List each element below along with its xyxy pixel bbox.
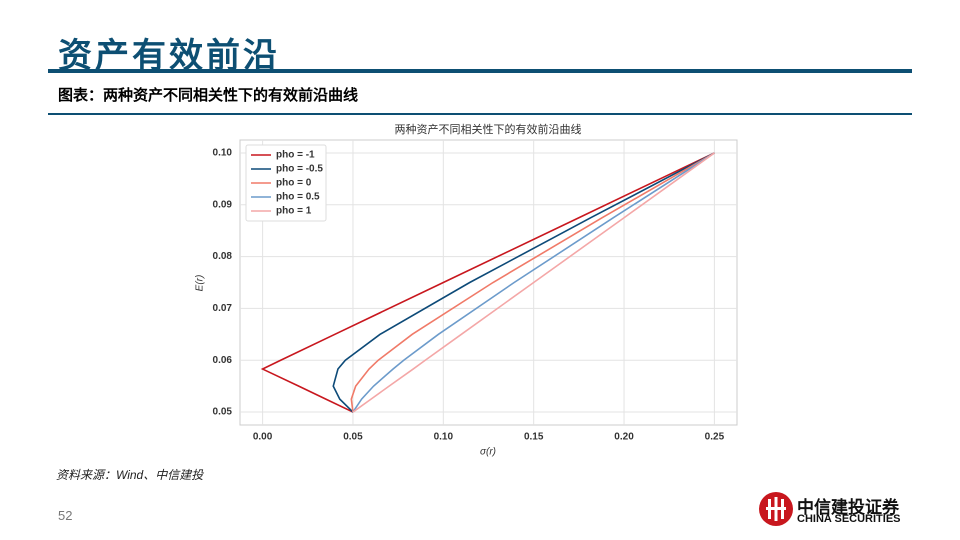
title-rule [48, 69, 912, 73]
page-number: 52 [58, 508, 73, 523]
legend-label: pho = 1 [276, 206, 312, 217]
logo-text-en: CHINA SECURITIES [797, 513, 901, 525]
y-tick-label: 0.07 [213, 303, 233, 314]
source-note: 资料来源：Wind、中信建投 [56, 468, 204, 482]
legend-label: pho = -0.5 [276, 164, 323, 175]
legend-label: pho = 0.5 [276, 192, 320, 203]
frontier-line [350, 152, 715, 413]
caption-rule [48, 113, 912, 115]
slide-title: 资产有效前沿 [58, 37, 280, 75]
frontier-line [260, 152, 715, 413]
frontier-line [352, 152, 715, 413]
x-tick-label: 0.20 [614, 432, 634, 443]
legend-label: pho = -1 [276, 150, 315, 161]
chart-title: 两种资产不同相关性下的有效前沿曲线 [395, 122, 582, 136]
y-tick-label: 0.08 [213, 251, 233, 262]
y-axis-label: E(r) [195, 275, 206, 292]
logo-text: 中信建投证券 [797, 498, 899, 517]
figure-caption: 图表：两种资产不同相关性下的有效前沿曲线 [58, 87, 359, 104]
legend-label: pho = 0 [276, 178, 312, 189]
x-tick-label: 0.00 [253, 432, 273, 443]
frontier-line [352, 152, 715, 413]
x-tick-label: 0.15 [524, 432, 544, 443]
x-tick-label: 0.10 [434, 432, 454, 443]
x-axis-label: σ(r) [480, 447, 496, 458]
y-tick-label: 0.06 [213, 355, 233, 366]
y-tick-label: 0.09 [213, 199, 233, 210]
x-tick-label: 0.05 [343, 432, 363, 443]
frontier-line [332, 152, 715, 413]
y-tick-label: 0.10 [213, 148, 233, 159]
y-tick-label: 0.05 [213, 407, 233, 418]
logo-icon [759, 492, 793, 526]
legend-box [245, 144, 327, 222]
x-tick-label: 0.25 [705, 432, 725, 443]
